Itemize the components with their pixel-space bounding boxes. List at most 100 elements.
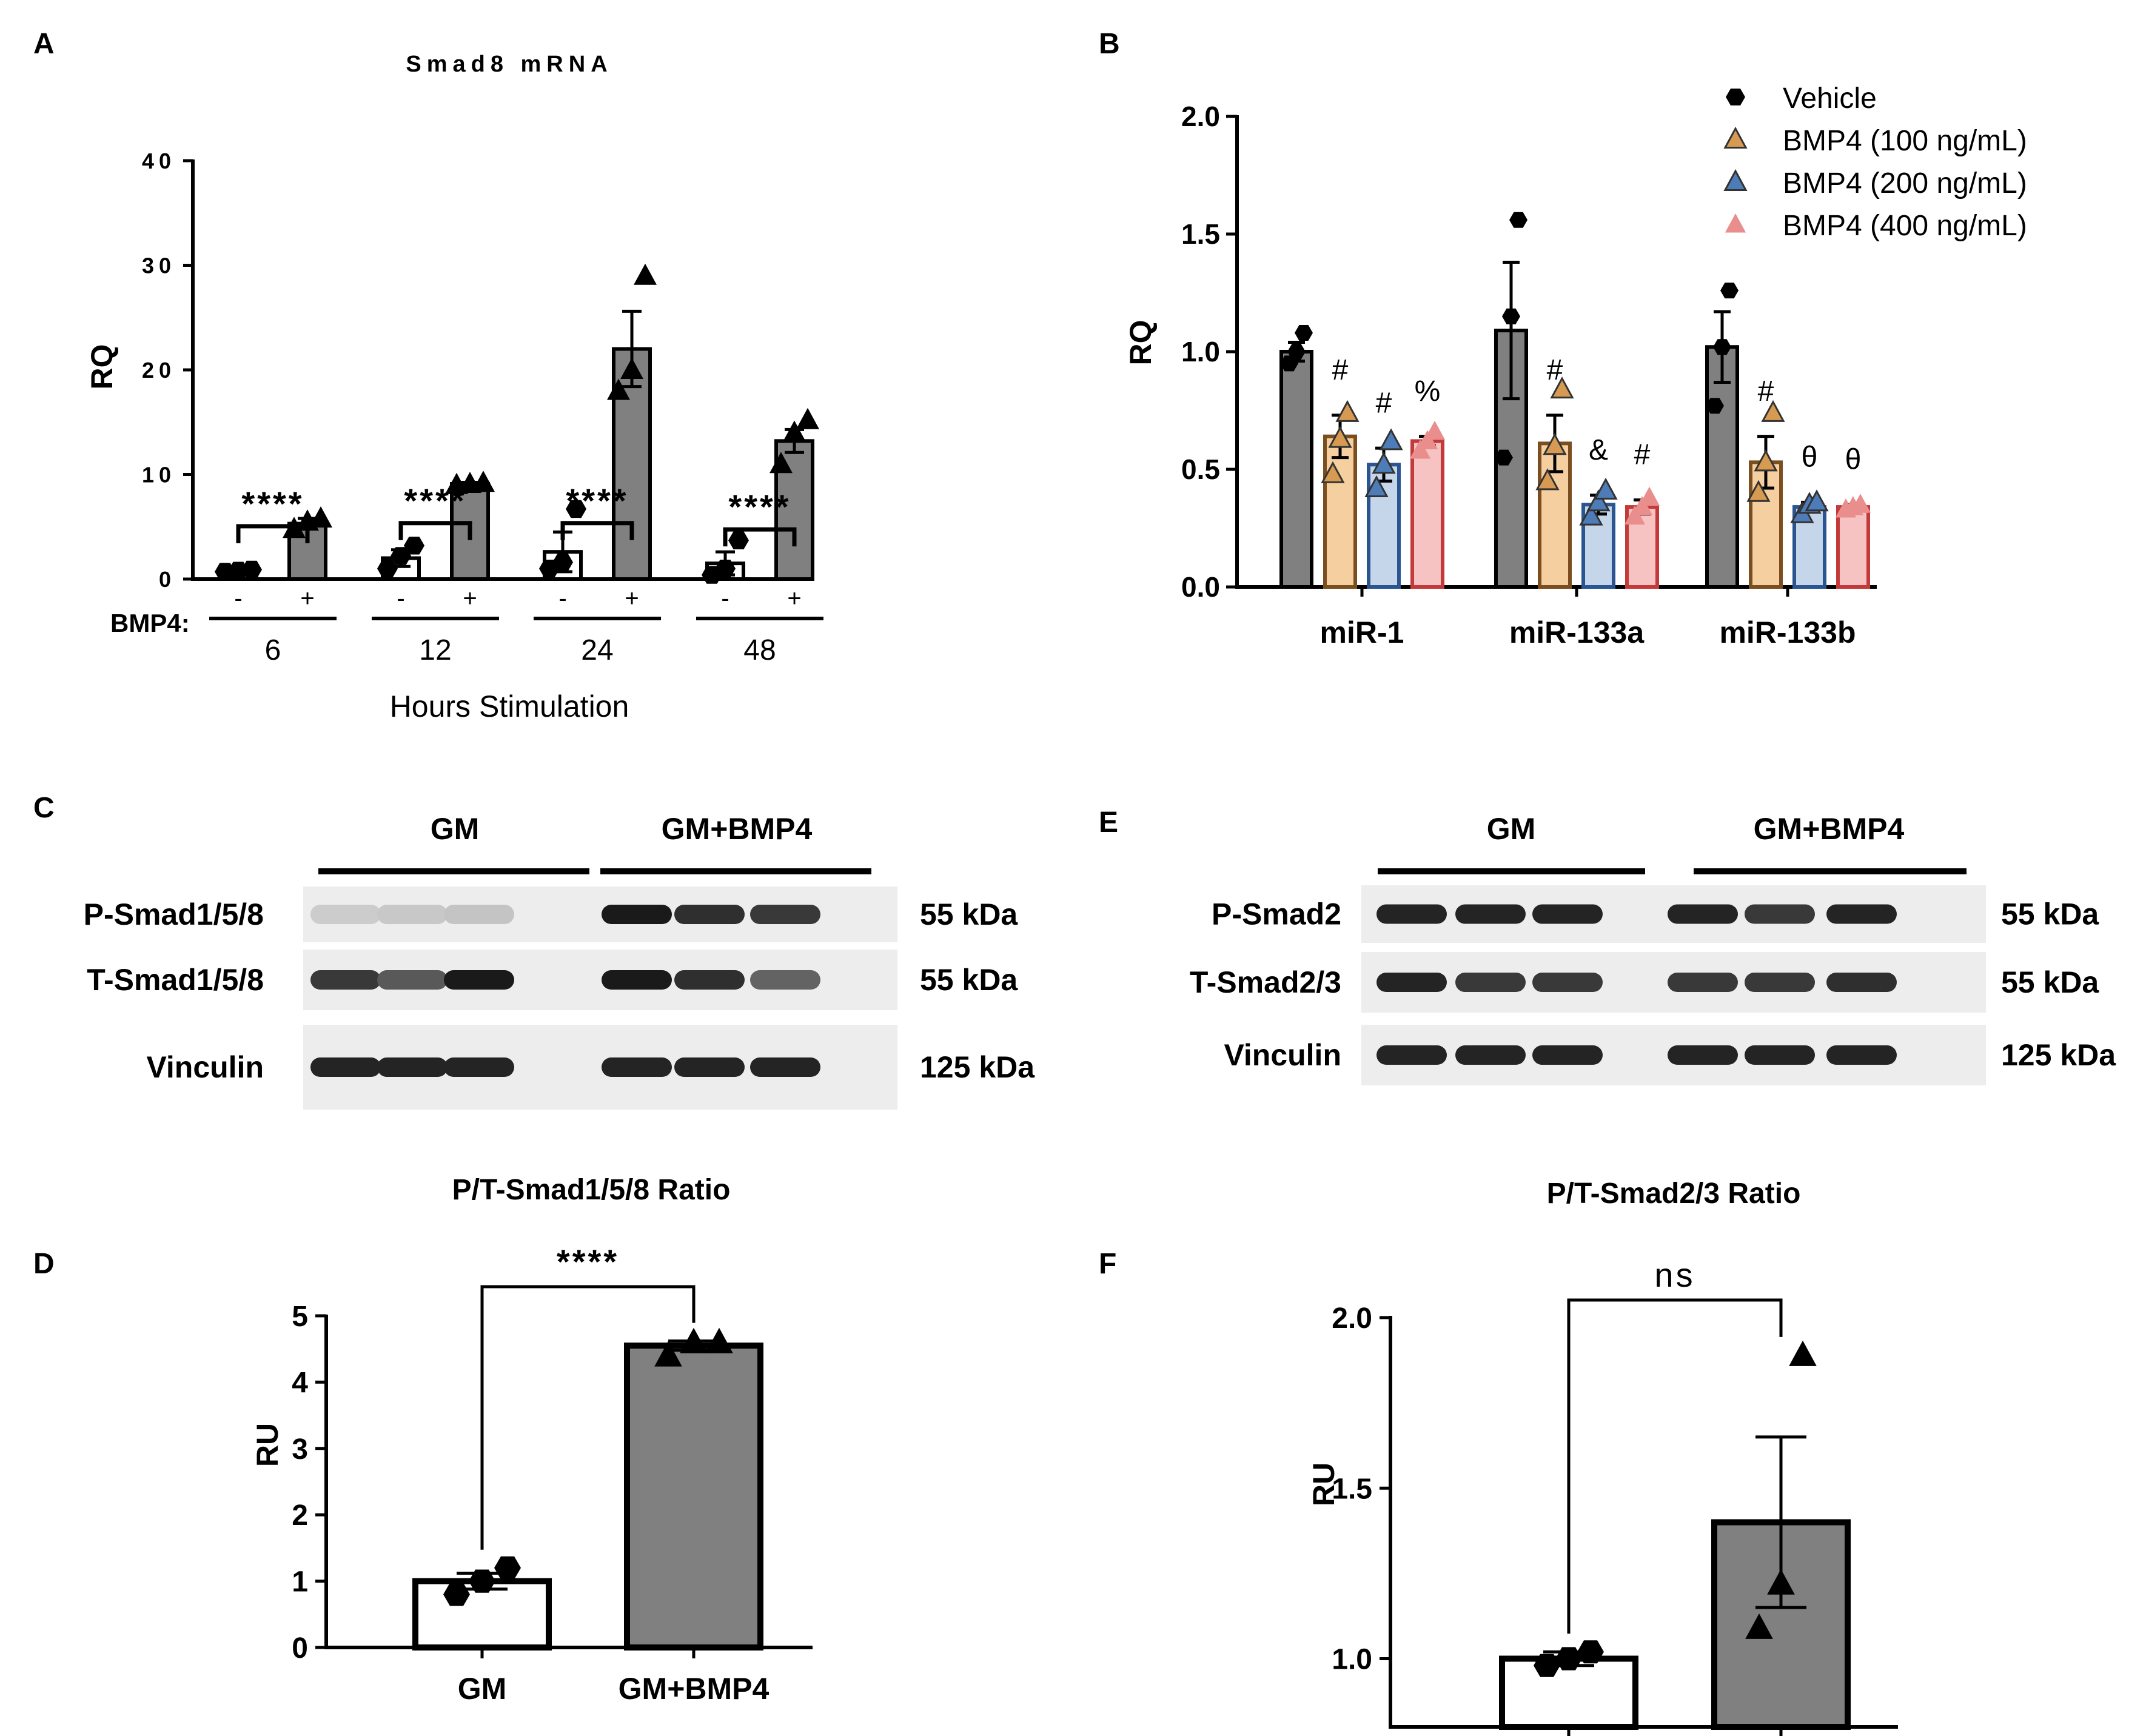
chart-b-point [1543, 433, 1567, 455]
chart-a-point [552, 553, 573, 572]
chart-f-sig-bracket [1567, 1298, 1783, 1634]
chart-a-point [377, 560, 398, 578]
chart-d-sig-label: **** [557, 1242, 619, 1281]
chart-b-ytick-label: 0.0 [1181, 571, 1220, 603]
blot-e-band [1455, 1045, 1526, 1065]
chart-a-bmp4-sign: + [787, 585, 801, 612]
panel-b-chart: RQ Vehicle BMP4 (100 ng/mL) BMP4 (200 ng/m… [1124, 82, 2027, 649]
chart-b-bar [1410, 439, 1444, 589]
chart-b-ytick-label: 2.0 [1181, 101, 1220, 132]
chart-b-point [1805, 489, 1829, 512]
chart-a-point [796, 407, 819, 429]
chart-b-point [1720, 283, 1739, 299]
chart-b-sig-label: % [1415, 375, 1441, 407]
chart-b-point [1535, 468, 1560, 491]
legend-marker [1723, 126, 1748, 149]
chart-a-bmp4-sign: - [558, 585, 566, 612]
chart-b-point [1579, 503, 1603, 526]
blot-e-band [1455, 973, 1526, 992]
blot-c-row-label: Vinculin [146, 1050, 264, 1084]
chart-b-legend: Vehicle BMP4 (100 ng/mL) BMP4 (200 ng/mL) B… [1723, 82, 2027, 242]
chart-b-sig-label: θ [1845, 443, 1862, 475]
chart-b-point [1761, 400, 1785, 422]
legend-label: BMP4 (100 ng/mL) [1783, 125, 2027, 157]
panel-e-western-blot: GM GM+BMP4 P-Smad2 55 kDa T-Smad2/3 55 kDa Vin… [1190, 812, 2116, 1085]
chart-b-sig-label: # [1376, 387, 1392, 419]
chart-b-ytick-label: 1.5 [1181, 218, 1220, 250]
chart-f-ytick-label: 1.5 [1332, 1473, 1372, 1505]
blot-c-band [602, 1057, 672, 1077]
chart-f-point [1534, 1654, 1560, 1677]
chart-b-point [1424, 420, 1446, 440]
chart-a-point [309, 506, 332, 528]
blot-e-row-size: 125 kDa [2001, 1038, 2116, 1072]
legend-label: BMP4 (400 ng/mL) [1783, 210, 2027, 242]
chart-a-point [783, 420, 806, 442]
chart-a-bmp4-sign: - [721, 585, 729, 612]
chart-d-category-label: GM [458, 1672, 507, 1706]
panel-label-f: F [1099, 1248, 1116, 1280]
blot-e-band [1376, 1045, 1447, 1065]
blot-c-band [310, 970, 381, 990]
chart-b-point [1321, 461, 1345, 483]
chart-a-time-label: 48 [743, 634, 776, 666]
chart-d-point [705, 1327, 733, 1353]
blot-c-band [674, 970, 745, 990]
blot-e-row-size: 55 kDa [2001, 965, 2099, 999]
chart-a-sig-bracket [398, 521, 472, 540]
chart-b-point [1594, 477, 1618, 500]
chart-d-bar [624, 1342, 763, 1651]
chart-a-sig-bracket [236, 524, 310, 543]
chart-b-ytick-label: 0.5 [1181, 454, 1220, 485]
chart-b-point [1287, 344, 1306, 360]
chart-d-point [469, 1569, 495, 1593]
chart-f-ytick-label: 1.0 [1332, 1644, 1372, 1676]
chart-a-point [634, 263, 657, 285]
blot-c-row-size: 125 kDa [920, 1050, 1035, 1084]
chart-a-ytick-label: 40 [142, 149, 176, 173]
blot-e-band [1668, 1045, 1738, 1065]
blot-c-band [750, 1057, 820, 1077]
blot-e-group-label: GM [1487, 812, 1536, 846]
chart-b-point [1550, 376, 1574, 399]
chart-f-title: P/T-Smad2/3 Ratio [1547, 1178, 1801, 1210]
chart-f-point [1745, 1613, 1773, 1639]
chart-b-point [1328, 426, 1352, 448]
chart-b-point [1502, 308, 1520, 324]
chart-f-point [1789, 1340, 1817, 1366]
panel-d-chart: P/T-Smad1/5/8 Ratio RU 0 1 2 3 4 5 GM GM+BMP4 **… [250, 1174, 813, 1706]
blot-e-band [1376, 904, 1447, 924]
chart-a-point [715, 560, 736, 578]
panel-label-b: B [1099, 28, 1120, 60]
blot-c-band [750, 970, 820, 990]
chart-b-category-label: miR-133a [1509, 615, 1645, 649]
chart-b-sig-label: # [1547, 354, 1563, 386]
chart-a-ytick-label: 0 [159, 567, 176, 592]
chart-b-bar [1323, 434, 1357, 589]
blot-c-row-label: P-Smad1/5/8 [84, 897, 264, 931]
chart-d-ylabel: RU [250, 1423, 284, 1467]
legend-marker [1726, 89, 1745, 106]
chart-d-ytick-label: 0 [292, 1632, 308, 1664]
legend-label: Vehicle [1783, 82, 1877, 115]
chart-b-point [1713, 339, 1731, 355]
blot-c-band [444, 1057, 514, 1077]
chart-b-sig-label: # [1758, 375, 1774, 407]
blot-c-band [602, 970, 672, 990]
chart-d-category-label: GM+BMP4 [619, 1672, 770, 1706]
chart-b-point [1295, 325, 1313, 341]
blot-c-band [377, 1057, 448, 1077]
chart-d-ytick-label: 5 [292, 1301, 308, 1333]
blot-e-band [1668, 904, 1738, 924]
chart-f-point [1577, 1640, 1604, 1664]
chart-b-sig-label: # [1332, 354, 1349, 386]
blot-e-band [1745, 1045, 1815, 1065]
chart-b-sig-label: θ [1802, 441, 1818, 474]
chart-d-ytick-label: 3 [292, 1433, 308, 1466]
chart-a-sig-label: **** [566, 481, 628, 520]
chart-d-point [680, 1327, 708, 1353]
chart-b-point [1586, 489, 1611, 512]
panel-label-e: E [1099, 806, 1118, 839]
blot-c-band [444, 905, 514, 924]
